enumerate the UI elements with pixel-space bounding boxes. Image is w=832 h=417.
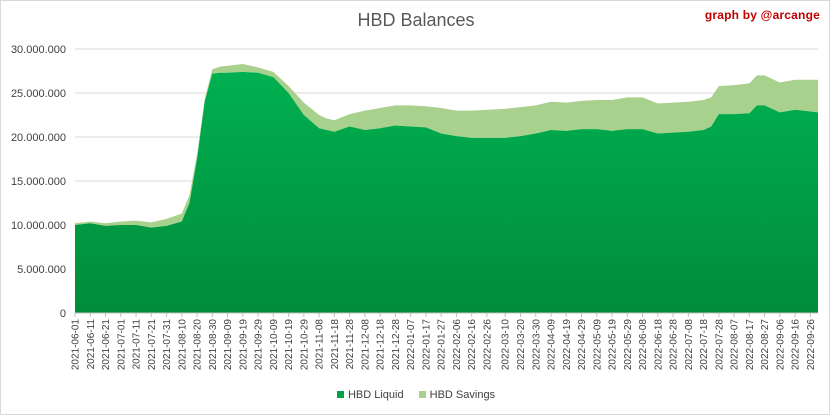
x-tick-label: 2021-06-01 (71, 319, 82, 371)
x-tick-label: 2022-04-09 (547, 319, 558, 371)
x-tick-label: 2022-08-27 (760, 319, 771, 371)
x-tick-label: 2022-04-19 (562, 319, 573, 371)
x-tick-label: 2022-07-28 (714, 319, 725, 371)
x-tick-label: 2021-12-28 (391, 319, 402, 371)
legend-label-savings: HBD Savings (429, 389, 496, 401)
x-tick-label: 2022-03-30 (531, 319, 542, 371)
y-tick-label: 15.000.000 (11, 176, 66, 188)
y-tick-label: 0 (60, 308, 66, 320)
x-tick-label: 2021-11-28 (345, 319, 356, 370)
x-tick-label: 2022-05-29 (623, 319, 634, 371)
legend-item-liquid: HBD Liquid (336, 389, 404, 401)
x-tick-label: 2021-10-09 (269, 319, 280, 371)
y-tick-label: 25.000.000 (11, 88, 66, 100)
chart-title: HBD Balances (357, 10, 475, 30)
x-tick-label: 2021-10-29 (299, 319, 310, 371)
x-tick-label: 2022-02-06 (452, 319, 463, 371)
x-tick-label: 2022-06-08 (638, 319, 649, 371)
series-area-hbd-savings (75, 63, 818, 228)
x-tick-label: 2022-09-26 (806, 319, 817, 371)
x-tick-label: 2021-09-19 (238, 319, 249, 371)
x-tick-label: 2021-11-18 (330, 319, 341, 370)
x-tick-label: 2021-07-01 (116, 319, 127, 371)
x-tick-label: 2022-08-07 (730, 319, 741, 371)
y-tick-label: 20.000.000 (11, 132, 66, 144)
x-tick-label: 2021-10-19 (284, 319, 295, 371)
x-tick-label: 2021-09-09 (223, 319, 234, 371)
x-tick-labels: 2021-06-01 2021-06-11 2021-06-21 2021-07-01… (71, 319, 817, 371)
y-tick-labels: 0 5.000.000 10.000.000 15.000.000 20.000.000… (11, 44, 66, 320)
x-tick-label: 2022-06-28 (669, 319, 680, 371)
x-tick-label: 2021-12-08 (360, 319, 371, 371)
x-tick-label: 2021-08-20 (193, 319, 204, 371)
legend-swatch-liquid (336, 391, 344, 398)
x-tick-label: 2022-06-18 (653, 319, 664, 371)
x-tick-label: 2022-03-10 (501, 319, 512, 371)
x-tick-label: 2022-05-19 (608, 319, 619, 371)
x-tick-label: 2022-01-17 (421, 319, 432, 371)
axes (74, 312, 818, 317)
x-tick-label: 2022-01-27 (437, 319, 448, 371)
x-tick-label: 2021-07-31 (162, 319, 173, 371)
x-tick-label: 2022-02-26 (482, 319, 493, 371)
x-tick-label: 2022-09-06 (775, 319, 786, 371)
x-tick-label: 2021-09-29 (254, 319, 265, 371)
area-series (75, 63, 818, 313)
x-tick-label: 2022-02-16 (467, 319, 478, 371)
x-tick-label: 2022-07-08 (684, 319, 695, 371)
y-tick-label: 30.000.000 (11, 44, 66, 56)
legend: HBD Liquid HBD Savings (0, 389, 832, 401)
x-tick-label: 2021-11-08 (315, 319, 326, 370)
x-tick-label: 2021-08-10 (177, 319, 188, 371)
x-tick-label: 2021-06-21 (101, 319, 112, 371)
x-tick-label: 2022-01-07 (406, 319, 417, 371)
x-tick-label: 2022-09-16 (791, 319, 802, 371)
x-tick-label: 2021-12-18 (376, 319, 387, 371)
x-tick-label: 2021-07-21 (147, 319, 158, 371)
series-area-hbd-liquid (75, 71, 818, 313)
x-tick-label: 2021-06-11 (86, 319, 97, 370)
graph-credit: graph by @arcange (704, 8, 820, 22)
legend-swatch-savings (418, 391, 426, 398)
x-tick-label: 2021-07-11 (132, 319, 143, 370)
legend-item-savings: HBD Savings (418, 389, 496, 401)
x-tick-label: 2022-07-18 (699, 319, 710, 371)
x-tick-label: 2022-08-17 (745, 319, 756, 371)
y-tick-label: 10.000.000 (11, 220, 66, 232)
legend-label-liquid: HBD Liquid (347, 389, 404, 401)
y-tick-label: 5.000.000 (17, 264, 66, 276)
x-tick-label: 2022-05-09 (592, 319, 603, 371)
x-tick-label: 2022-03-20 (516, 319, 527, 371)
x-tick-label: 2021-08-30 (208, 319, 219, 371)
x-tick-label: 2022-04-29 (577, 319, 588, 371)
